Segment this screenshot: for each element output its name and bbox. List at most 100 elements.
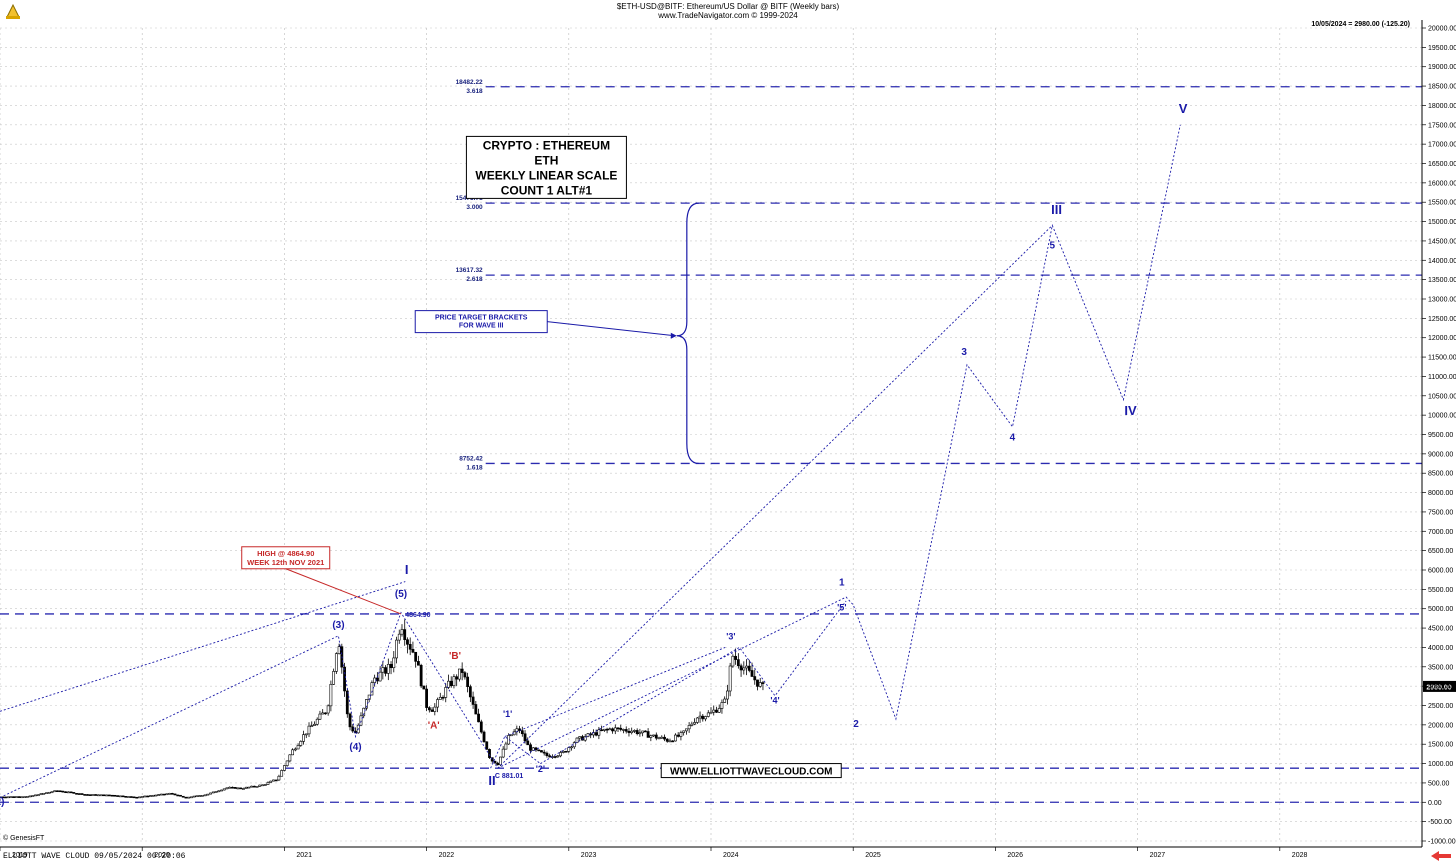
candle-body [69,791,73,794]
target-box-text: PRICE TARGET BRACKETS [435,315,528,322]
fib-level-ratio: 2.618 [466,276,483,283]
candle-body [321,712,325,715]
candle-body [39,793,43,796]
candle-body [693,722,696,725]
candle-body [190,796,193,799]
candle-body [165,793,169,796]
wave-label: '3' [726,632,735,642]
candle-body [452,676,456,686]
candle-body [463,672,467,678]
wave-label: 2 [853,719,859,730]
wave-label: 2) [0,797,4,808]
candle-body [408,644,412,650]
x-tick-label: 2023 [581,852,597,859]
last-price-text: 2980.00 [1426,684,1451,691]
projection-lines [0,124,1181,799]
candle-body [728,665,732,692]
candle-body [370,682,374,696]
candle-body [151,795,155,797]
candle-body [157,794,161,796]
candle-body [444,687,448,698]
candle-body [250,785,253,788]
candle-body [25,796,29,798]
x-tick-label: 2020 [154,852,170,859]
title-line: ETH [534,153,558,167]
y-tick-label: 12500.00 [1428,316,1456,323]
wave-label: II [488,773,495,788]
candle-body [641,730,645,734]
y-tick-label: 9500.00 [1428,432,1453,439]
chart-grid [0,27,1422,842]
candle-body [589,733,593,736]
candle-body [34,794,37,797]
candle-body [64,791,68,794]
candle-body [56,790,59,793]
candle-body [116,795,119,797]
candle-body [277,775,281,781]
candle-body [334,653,338,672]
candle-body [548,755,552,758]
wave-label: 3 [961,347,967,358]
candle-body [345,690,349,715]
candle-body [537,749,541,752]
candle-body [619,727,623,730]
candle-body [479,721,483,733]
candle-body [211,791,215,794]
y-tick-label: 2000.00 [1428,722,1453,729]
candle-body [608,728,612,731]
x-tick-label: 2028 [1292,852,1308,859]
candle-body [668,740,672,743]
x-tick-label: 2027 [1150,852,1166,859]
candle-body [704,716,707,720]
y-tick-label: 3000.00 [1428,684,1453,691]
projection-projected [497,124,1181,769]
candle-body [734,655,738,660]
candle-body [520,730,524,735]
y-tick-label: 10000.00 [1428,413,1456,420]
candle-body [676,734,680,737]
axes: -1000.00 -500.00 0.00 500.00 1000.00 1500.00 2… [0,20,1456,859]
y-tick-label: 14500.00 [1428,238,1456,245]
candle-body [622,729,625,731]
candle-body [455,676,459,680]
candle-body [293,748,297,751]
candle-body [359,715,363,726]
candle-body [129,796,133,798]
y-tick-label: 18000.00 [1428,103,1456,110]
candle-body [575,737,579,743]
y-tick-label: 9000.00 [1428,451,1453,458]
wave-label: '5' [837,603,846,613]
candle-body [138,796,141,799]
candle-body [534,747,538,751]
candle-body [228,786,232,789]
candle-body [723,698,727,703]
candle-body [400,629,404,635]
candle-body [561,750,565,753]
candle-body [261,784,264,787]
candle-body [630,730,634,733]
candle-body [395,639,398,659]
y-tick-label: 11500.00 [1428,355,1456,362]
candle-body [416,661,420,666]
y-tick-label: 10500.00 [1428,393,1456,400]
candle-body [406,639,409,645]
candle-body [430,709,434,712]
candle-body [348,713,352,728]
fib-level-ratio: 3.000 [466,204,483,211]
y-tick-label: 7500.00 [1428,509,1453,516]
candle-body [605,728,609,731]
candle-body [195,795,199,798]
candle-body [203,794,207,797]
y-tick-label: 16500.00 [1428,161,1456,168]
candle-body [712,709,716,713]
title-box [465,135,627,199]
scroll-left-icon[interactable] [1430,849,1452,867]
candle-body [720,702,724,709]
candle-body [239,787,243,790]
wave-label: (5) [395,589,407,600]
candle-body [135,796,139,799]
x-tick-label: 2024 [723,852,739,859]
candle-body [36,794,40,797]
candle-body [745,665,748,669]
candle-body [118,795,122,798]
